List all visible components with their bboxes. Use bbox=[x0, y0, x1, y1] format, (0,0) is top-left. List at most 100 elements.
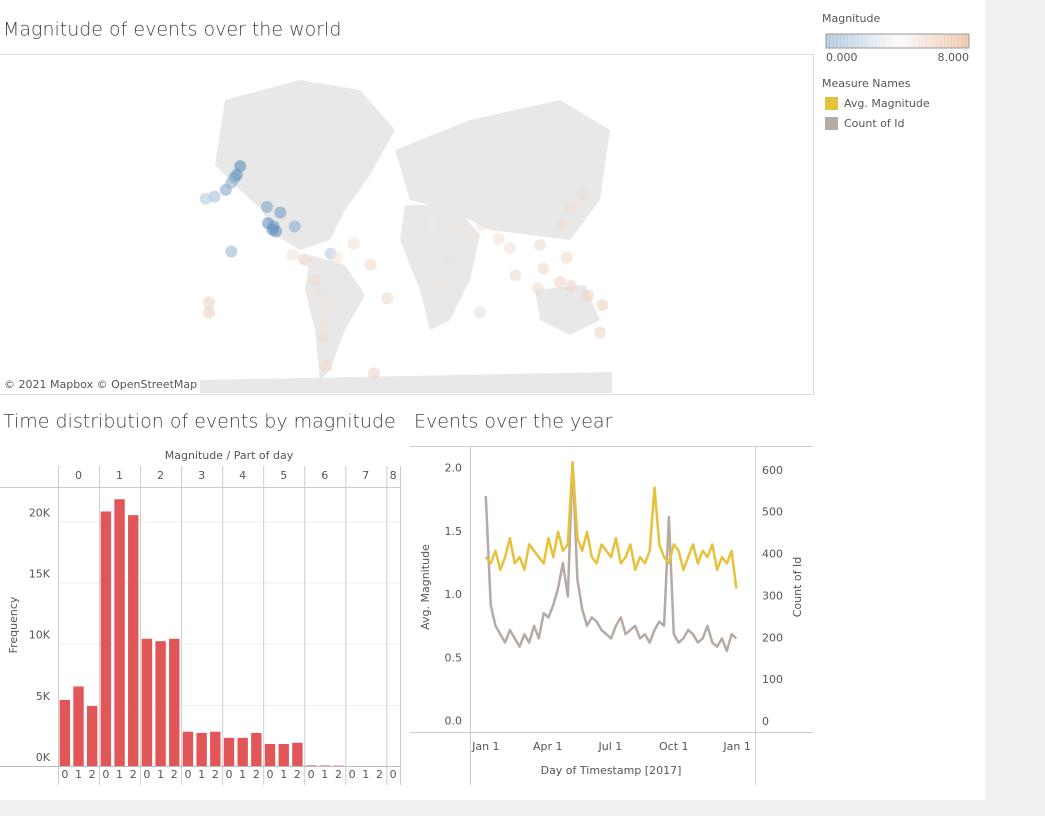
legend-gradient bbox=[886, 34, 891, 48]
x-tick-label: 1 bbox=[362, 768, 369, 781]
land-south-america bbox=[305, 255, 365, 380]
legend-gradient bbox=[911, 34, 916, 48]
legend-gradient bbox=[861, 34, 866, 48]
event-point bbox=[464, 230, 477, 243]
event-point bbox=[286, 249, 299, 262]
legend-gradient bbox=[836, 34, 841, 48]
group-label: 7 bbox=[362, 469, 369, 482]
bar bbox=[196, 732, 207, 766]
x-tick-label: 1 bbox=[198, 768, 205, 781]
x-tick-label: 2 bbox=[89, 768, 96, 781]
column-header: Magnitude / Part of day bbox=[165, 449, 294, 462]
x-tick-label: 2 bbox=[335, 768, 342, 781]
event-point bbox=[203, 306, 216, 319]
legend-gradient bbox=[893, 34, 898, 48]
bar bbox=[100, 511, 112, 766]
legend-gradient bbox=[872, 34, 877, 48]
x-tick-label: 0 bbox=[102, 768, 109, 781]
event-point bbox=[199, 192, 212, 205]
bar bbox=[237, 737, 248, 766]
legend-frame bbox=[825, 33, 970, 49]
legend-gradient bbox=[954, 34, 959, 48]
legend-gradient bbox=[897, 34, 902, 48]
event-point bbox=[274, 206, 287, 219]
y-tick-label: 15K bbox=[29, 567, 51, 580]
y2-axis-label: Count of Id bbox=[791, 557, 804, 618]
legend-gradient bbox=[965, 34, 970, 48]
event-point bbox=[225, 245, 238, 258]
land-north-america bbox=[215, 80, 395, 250]
x-tick-label: 0 bbox=[184, 768, 191, 781]
event-point bbox=[269, 225, 282, 238]
x-tick-label: Oct 1 bbox=[659, 740, 689, 753]
event-point bbox=[475, 218, 488, 231]
event-point bbox=[553, 275, 566, 288]
legend-gradient bbox=[951, 34, 956, 48]
bar bbox=[251, 732, 262, 766]
bar bbox=[210, 731, 221, 766]
legend-gradient bbox=[854, 34, 859, 48]
legend-gradient bbox=[958, 34, 963, 48]
y2-tick-label: 400 bbox=[762, 548, 783, 561]
x-tick-label: 0 bbox=[143, 768, 150, 781]
event-point bbox=[531, 282, 544, 295]
legend-gradient bbox=[904, 34, 909, 48]
legend-gradient bbox=[947, 34, 952, 48]
bar bbox=[182, 731, 194, 766]
legend-gradient bbox=[890, 34, 895, 48]
x-tick-label: Jul 1 bbox=[598, 740, 623, 753]
legend-swatch bbox=[825, 117, 838, 130]
event-point bbox=[448, 222, 461, 235]
legend-gradient bbox=[840, 34, 845, 48]
x-tick-label: 2 bbox=[130, 768, 137, 781]
event-point bbox=[260, 200, 273, 213]
series-line bbox=[484, 460, 738, 589]
legend-gradient bbox=[961, 34, 966, 48]
event-point bbox=[320, 302, 333, 315]
x-tick-label: 1 bbox=[75, 768, 82, 781]
y2-tick-label: 600 bbox=[762, 464, 783, 477]
legend-swatch bbox=[825, 97, 838, 110]
legend-gradient bbox=[829, 34, 834, 48]
group-label: 0 bbox=[75, 469, 82, 482]
legend-gradient bbox=[858, 34, 863, 48]
land-africa bbox=[400, 205, 480, 330]
legend-gradient bbox=[843, 34, 848, 48]
legend-gradient bbox=[851, 34, 856, 48]
legend-gradient bbox=[943, 34, 949, 48]
legend-label: Avg. Magnitude bbox=[844, 97, 930, 110]
legend-tick-label: 8.000 bbox=[938, 51, 970, 64]
event-point bbox=[347, 237, 360, 250]
legend-gradient bbox=[940, 34, 945, 48]
legend-title: Measure Names bbox=[822, 77, 911, 90]
legend-gradient bbox=[936, 34, 941, 48]
y2-tick-label: 100 bbox=[762, 673, 783, 686]
group-label: 8 bbox=[390, 469, 397, 482]
legend-tick-label: 0.000 bbox=[826, 51, 858, 64]
y-tick-label: 0.0 bbox=[445, 715, 463, 728]
event-point bbox=[299, 254, 312, 267]
y-axis-label: Avg. Magnitude bbox=[419, 544, 432, 630]
x-tick-label: 0 bbox=[226, 768, 233, 781]
event-point bbox=[318, 318, 331, 331]
chart-title: Magnitude of events over the world bbox=[3, 19, 341, 41]
legend-gradient bbox=[918, 34, 924, 48]
bar bbox=[264, 743, 276, 766]
x-tick-label: Jan 1 bbox=[471, 740, 499, 753]
x-tick-label: 1 bbox=[157, 768, 164, 781]
legend-gradient bbox=[847, 34, 852, 48]
legend-gradient bbox=[922, 34, 927, 48]
map-attribution: © 2021 Mapbox © OpenStreetMap bbox=[4, 378, 197, 391]
legend-gradient bbox=[901, 34, 906, 48]
event-point bbox=[234, 160, 247, 173]
bar bbox=[223, 737, 235, 766]
bar bbox=[114, 499, 125, 766]
x-tick-label: 0 bbox=[267, 768, 274, 781]
event-point bbox=[442, 255, 455, 268]
event-point bbox=[565, 280, 578, 293]
bar bbox=[305, 765, 317, 766]
x-tick-label: 0 bbox=[308, 768, 315, 781]
event-point bbox=[381, 292, 394, 305]
event-point bbox=[316, 330, 329, 343]
legend-gradient bbox=[883, 34, 888, 48]
